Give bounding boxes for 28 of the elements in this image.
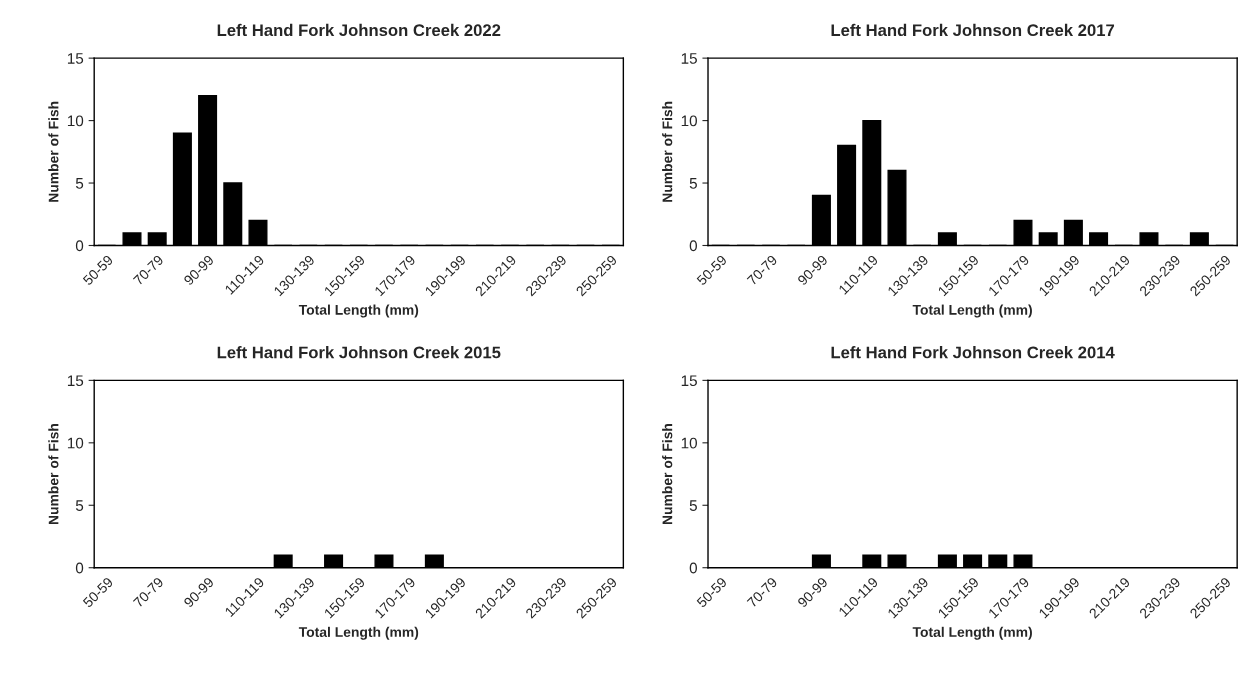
y-tick-label: 15 — [681, 53, 697, 64]
chart-title: Left Hand Fork Johnson Creek 2015 — [217, 346, 501, 359]
chart-title: Left Hand Fork Johnson Creek 2017 — [831, 23, 1115, 37]
y-tick-label: 10 — [67, 115, 84, 127]
y-tick-label: 10 — [681, 437, 697, 449]
x-axis-title: Total Length (mm) — [298, 626, 419, 640]
chart-title: Left Hand Fork Johnson Creek 2014 — [831, 346, 1115, 359]
x-axis-title: Total Length (mm) — [912, 626, 1032, 640]
y-tick-label: 5 — [689, 500, 697, 511]
y-tick-label: 5 — [689, 178, 697, 189]
y-axis-title: Number of Fish — [48, 423, 59, 525]
y-tick-label: 5 — [75, 500, 84, 511]
x-axis-title: Total Length (mm) — [298, 304, 419, 318]
y-tick-label: 15 — [67, 375, 84, 387]
y-tick-label: 0 — [689, 562, 697, 574]
y-tick-label: 10 — [681, 115, 697, 127]
y-axis-title: Number of Fish — [662, 101, 673, 202]
x-axis-title: Total Length (mm) — [912, 304, 1032, 318]
y-axis-title: Number of Fish — [662, 423, 673, 525]
y-tick-label: 0 — [75, 562, 84, 574]
y-tick-label: 15 — [681, 375, 697, 387]
y-tick-label: 0 — [689, 240, 697, 252]
y-tick-label: 0 — [75, 240, 84, 252]
y-tick-label: 10 — [67, 437, 84, 449]
y-tick-label: 5 — [75, 178, 84, 189]
y-axis-title: Number of Fish — [48, 101, 59, 202]
chart-title: Left Hand Fork Johnson Creek 2022 — [217, 23, 501, 37]
y-tick-label: 15 — [67, 53, 84, 64]
